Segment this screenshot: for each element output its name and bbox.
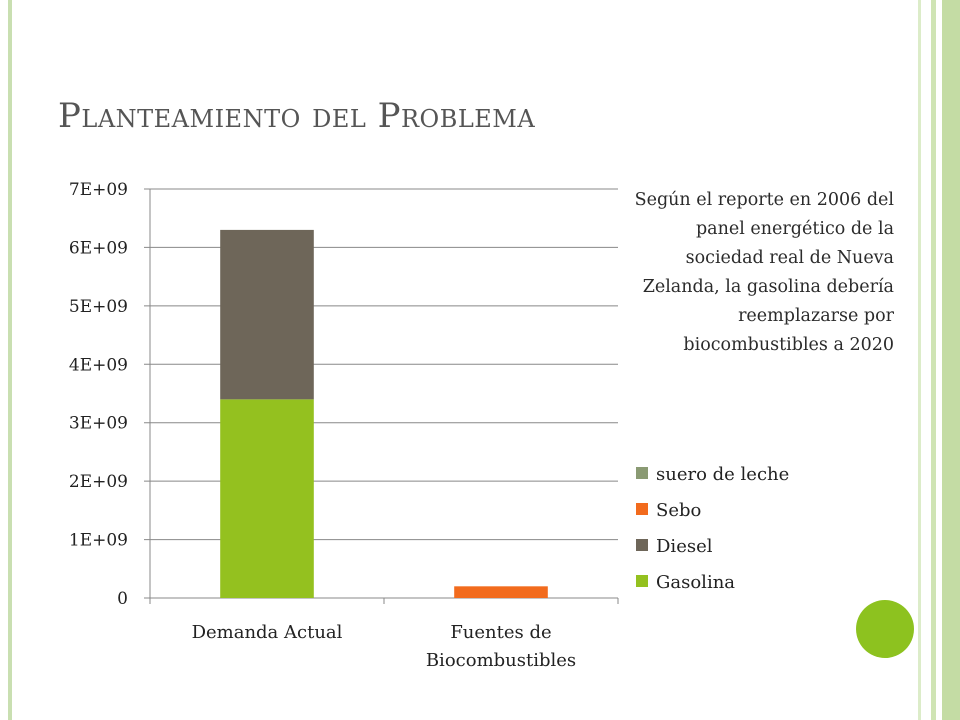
y-tick-label: 6E+09 (69, 238, 128, 258)
legend-label: suero de leche (656, 464, 789, 485)
y-tick-label: 2E+09 (69, 472, 128, 492)
x-tick-label: Biocombustibles (426, 650, 576, 671)
slide-title: Planteamiento del Problema (58, 96, 536, 136)
bar-diesel (220, 229, 314, 400)
legend-swatch (636, 575, 648, 587)
y-tick-label: 0 (117, 589, 128, 609)
legend-swatch (636, 467, 648, 479)
legend-label: Gasolina (656, 572, 735, 593)
legend-label: Sebo (656, 500, 701, 521)
legend-swatch (636, 503, 648, 515)
y-tick-label: 7E+09 (69, 180, 128, 200)
bar-gasolina (220, 399, 314, 598)
y-tick-label: 4E+09 (69, 355, 128, 375)
legend-swatch (636, 539, 648, 551)
slide-note: Según el reporte en 2006 del panel energ… (634, 190, 894, 355)
slide-frame-right (918, 0, 960, 720)
x-tick-label: Fuentes de (450, 622, 551, 643)
y-tick-label: 3E+09 (69, 414, 128, 434)
x-tick-label: Demanda Actual (192, 622, 343, 643)
y-tick-label: 5E+09 (69, 297, 128, 317)
slide-frame-left (8, 0, 12, 720)
bar-sebo (454, 586, 548, 598)
legend-label: Diesel (656, 536, 713, 557)
y-tick-label: 1E+09 (69, 531, 128, 551)
decorative-green-circle (856, 600, 914, 658)
